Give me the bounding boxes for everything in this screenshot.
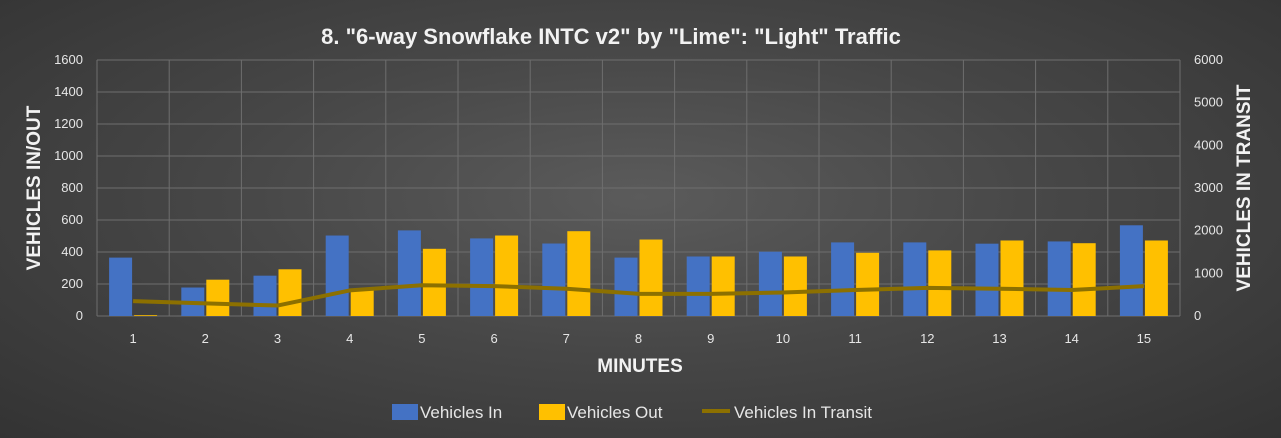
x-tick-label: 8	[635, 331, 642, 346]
bars	[109, 225, 1168, 316]
y-tick-label: 1000	[54, 148, 83, 163]
bar-vehicles-in	[109, 257, 133, 316]
bar-vehicles-in	[831, 242, 855, 316]
x-tick-label: 2	[202, 331, 209, 346]
bar-vehicles-in	[614, 257, 638, 316]
bar-vehicles-out	[206, 279, 230, 316]
y2-tick-label: 0	[1194, 308, 1201, 323]
y2-tick-label: 1000	[1194, 265, 1223, 280]
bar-vehicles-out	[1144, 240, 1168, 316]
y-tick-label: 0	[76, 308, 83, 323]
bar-vehicles-in	[686, 256, 710, 316]
legend-swatch	[539, 404, 565, 420]
y2-tick-label: 3000	[1194, 180, 1223, 195]
x-tick-label: 3	[274, 331, 281, 346]
y-tick-label: 1600	[54, 52, 83, 67]
x-axis-title: MINUTES	[597, 356, 683, 377]
bar-vehicles-out	[1072, 243, 1096, 316]
gridlines	[96, 59, 1181, 317]
x-tick-label: 15	[1137, 331, 1151, 346]
x-tick-label: 9	[707, 331, 714, 346]
y-axis-title: VEHICLES IN/OUT	[24, 105, 45, 270]
bar-vehicles-out	[422, 248, 446, 316]
bar-vehicles-in	[397, 230, 421, 316]
bar-vehicles-in	[758, 251, 782, 316]
y-tick-label: 1200	[54, 116, 83, 131]
x-tick-label: 10	[776, 331, 790, 346]
bar-vehicles-out	[495, 235, 519, 316]
x-tick-label: 11	[848, 331, 862, 346]
bar-vehicles-out	[639, 239, 663, 316]
bar-vehicles-in	[1047, 241, 1071, 316]
y2-tick-label: 6000	[1194, 52, 1223, 67]
x-tick-label: 7	[563, 331, 570, 346]
bar-vehicles-out	[856, 252, 880, 316]
y-tick-label: 600	[61, 212, 83, 227]
x-tick-label: 4	[346, 331, 353, 346]
bar-vehicles-in	[325, 235, 349, 316]
x-tick-label: 1	[129, 331, 136, 346]
y-tick-label: 200	[61, 276, 83, 291]
tick-labels: 0200400600800100012001400160001000200030…	[54, 52, 1223, 346]
legend-swatch	[392, 404, 418, 420]
bar-vehicles-out	[134, 315, 158, 316]
y2-tick-label: 5000	[1194, 95, 1223, 110]
bar-vehicles-in	[903, 242, 927, 316]
bar-vehicles-out	[928, 250, 952, 316]
legend: Vehicles In Vehicles Out Vehicles In Trans…	[392, 403, 872, 422]
x-tick-label: 6	[490, 331, 497, 346]
transit-line	[133, 283, 1145, 308]
y2-axis-title: VEHICLES IN TRANSIT	[1234, 84, 1255, 291]
bar-vehicles-in	[470, 238, 494, 316]
bar-vehicles-out	[567, 231, 591, 316]
y2-tick-label: 4000	[1194, 137, 1223, 152]
bar-vehicles-in	[1119, 225, 1143, 316]
bar-vehicles-out	[278, 269, 302, 316]
y-tick-label: 800	[61, 180, 83, 195]
bar-vehicles-out	[1000, 240, 1024, 316]
y-tick-label: 400	[61, 244, 83, 259]
bar-vehicles-in	[975, 243, 999, 316]
legend-label: Vehicles Out	[567, 403, 663, 422]
x-tick-label: 14	[1064, 331, 1078, 346]
x-tick-label: 12	[920, 331, 934, 346]
line-vehicles-in-transit	[133, 283, 1145, 308]
x-tick-label: 5	[418, 331, 425, 346]
chart-title: 8. "6-way Snowflake INTC v2" by "Lime": …	[321, 24, 901, 49]
y2-tick-label: 2000	[1194, 223, 1223, 238]
bar-vehicles-out	[783, 256, 807, 316]
legend-label: Vehicles In	[420, 403, 502, 422]
x-tick-label: 13	[992, 331, 1006, 346]
y-tick-label: 1400	[54, 84, 83, 99]
legend-label: Vehicles In Transit	[734, 403, 872, 422]
bar-vehicles-in	[542, 243, 566, 316]
bar-vehicles-out	[350, 290, 374, 316]
bar-vehicles-in	[253, 275, 277, 316]
bar-vehicles-out	[711, 256, 735, 316]
